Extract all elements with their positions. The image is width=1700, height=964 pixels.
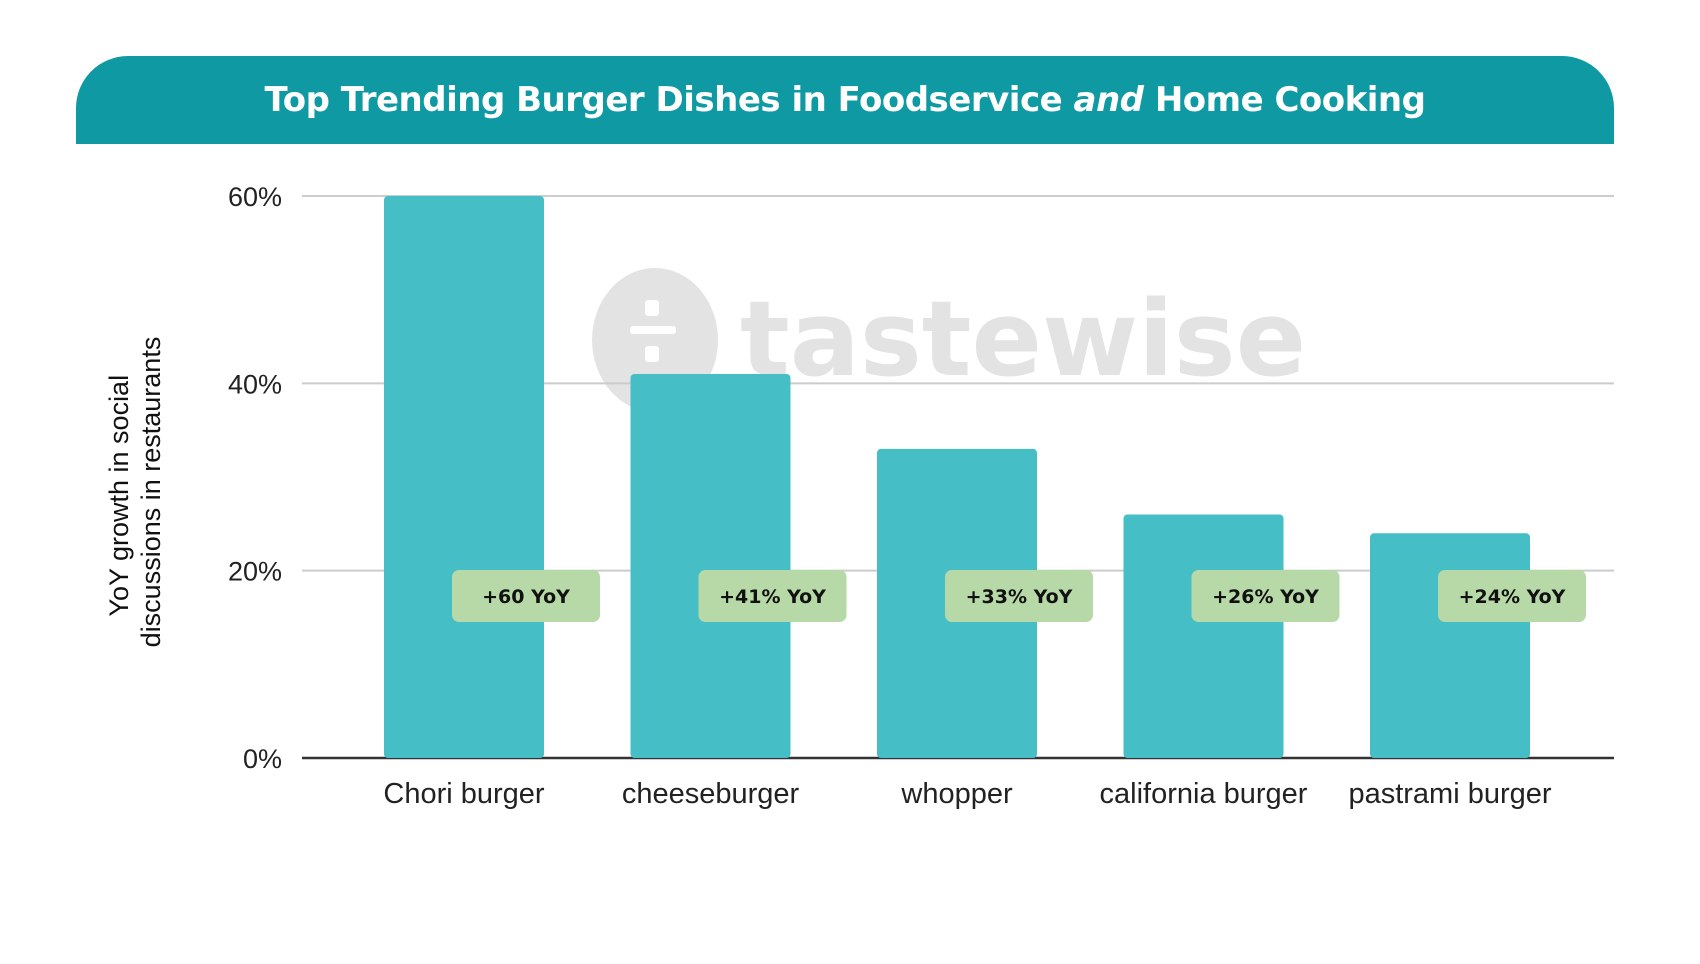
data-label-badge: +24% YoY (1438, 570, 1586, 622)
data-label-badge: +60 YoY (452, 570, 600, 622)
watermark-logo-mark (645, 346, 659, 362)
x-category-label: cheeseburger (622, 778, 800, 810)
y-axis-label-line-1: YoY growth in social (104, 375, 134, 617)
data-label: +26% YoY (1212, 586, 1319, 608)
data-label-background (945, 570, 1093, 622)
y-tick-label: 0% (243, 744, 282, 774)
y-tick-label: 20% (228, 557, 282, 587)
data-label-badge: +41% YoY (698, 570, 847, 622)
title-emphasis: and (1073, 80, 1145, 120)
y-tick-label: 60% (228, 182, 282, 212)
watermark-text: tastewise (740, 278, 1306, 400)
data-label: +33% YoY (966, 586, 1073, 608)
data-label-background (1191, 570, 1340, 622)
watermark-logo-mark (630, 326, 676, 334)
data-label: +60 YoY (482, 586, 570, 608)
title-part-1: Top Trending Burger Dishes in Foodservic… (264, 80, 1074, 120)
y-axis-ticks: 0% 20% 40% 60% (228, 182, 282, 774)
title-part-2: Home Cooking (1143, 80, 1426, 120)
y-axis-label: YoY growth in social discussions in rest… (104, 337, 166, 648)
bar (1370, 533, 1530, 758)
x-axis-labels: Chori burger cheeseburger whopper californi… (383, 778, 1551, 810)
y-axis-label-line-2: discussions in restaurants (136, 337, 166, 648)
data-labels: +60 YoY +41% YoY +33% YoY +26% YoY +24% YoY (452, 570, 1586, 622)
data-label-background (698, 570, 847, 622)
bar (1123, 514, 1284, 758)
data-label: +41% YoY (719, 586, 826, 608)
data-label-background (1438, 570, 1586, 622)
data-label: +24% YoY (1459, 586, 1566, 608)
y-tick-label: 40% (228, 369, 282, 399)
x-category-label: Chori burger (383, 778, 545, 810)
bar (384, 196, 544, 758)
chart-title: Top Trending Burger Dishes in Foodservic… (265, 80, 1426, 120)
watermark-logo-mark (645, 300, 659, 316)
chart-header: Top Trending Burger Dishes in Foodservic… (76, 56, 1614, 144)
data-label-background (452, 570, 600, 622)
data-label-badge: +33% YoY (945, 570, 1093, 622)
data-label-badge: +26% YoY (1191, 570, 1340, 622)
x-category-label: california burger (1100, 778, 1308, 810)
x-category-label: pastrami burger (1348, 778, 1551, 810)
bar (630, 373, 791, 758)
x-category-label: whopper (900, 778, 1013, 810)
